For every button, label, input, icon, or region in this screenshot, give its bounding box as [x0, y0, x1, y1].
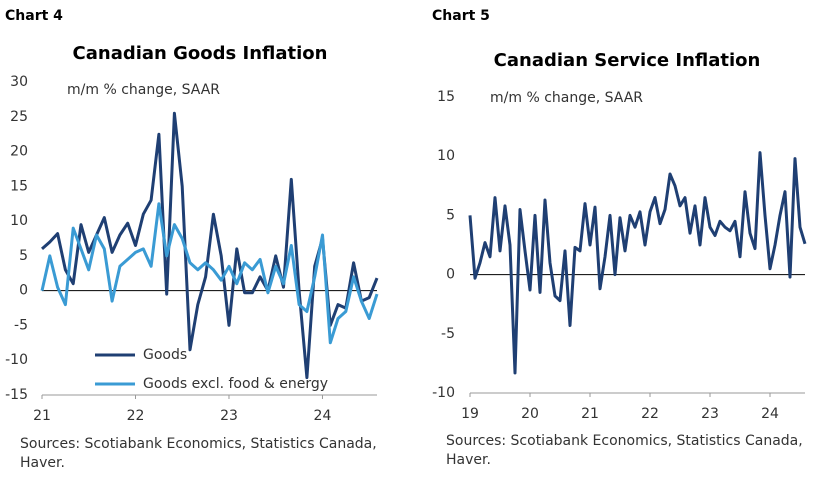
- y-tick-label: 20: [10, 144, 28, 160]
- x-tick-label: 23: [220, 408, 238, 424]
- x-tick-label: 20: [521, 406, 539, 422]
- y-tick-label: 0: [19, 283, 28, 299]
- x-tick-label: 22: [127, 408, 145, 424]
- chart-label: Chart 5: [432, 8, 490, 24]
- y-tick-label: -10: [5, 352, 28, 368]
- y-tick-label: 5: [19, 248, 28, 264]
- y-tick-label: 15: [437, 89, 455, 105]
- chart-subtitle: m/m % change, SAAR: [490, 90, 643, 106]
- chart-title: Canadian Goods Inflation: [73, 43, 328, 64]
- y-tick-label: -10: [432, 385, 455, 401]
- y-tick-label: 10: [10, 213, 28, 229]
- source-note: Haver.: [446, 452, 491, 468]
- legend-label: Goods excl. food & energy: [143, 376, 328, 392]
- source-note: Sources: Scotiabank Economics, Statistic…: [20, 436, 377, 452]
- y-tick-label: 10: [437, 148, 455, 164]
- chart-subtitle: m/m % change, SAAR: [67, 82, 220, 98]
- x-tick-label: 21: [33, 408, 51, 424]
- x-tick-label: 23: [701, 406, 719, 422]
- series-line: [41, 111, 379, 380]
- y-tick-label: -5: [441, 326, 455, 342]
- source-note: Sources: Scotiabank Economics, Statistic…: [446, 433, 803, 449]
- chart-label: Chart 4: [5, 8, 63, 24]
- series-line: [468, 151, 807, 375]
- legend-label: Goods: [143, 347, 187, 363]
- x-tick-label: 21: [581, 406, 599, 422]
- series-line: [40, 202, 379, 345]
- chart-title: Canadian Service Inflation: [494, 50, 761, 71]
- y-tick-label: -15: [5, 387, 28, 403]
- y-tick-label: 15: [10, 178, 28, 194]
- y-tick-label: 25: [10, 109, 28, 125]
- y-tick-label: 30: [10, 74, 28, 90]
- y-tick-label: -5: [14, 317, 28, 333]
- x-tick-label: 24: [314, 408, 332, 424]
- x-tick-label: 22: [641, 406, 659, 422]
- x-tick-label: 24: [761, 406, 779, 422]
- x-tick-label: 19: [461, 406, 479, 422]
- y-tick-label: 0: [446, 267, 455, 283]
- y-tick-label: 5: [446, 207, 455, 223]
- source-note: Haver.: [20, 455, 65, 471]
